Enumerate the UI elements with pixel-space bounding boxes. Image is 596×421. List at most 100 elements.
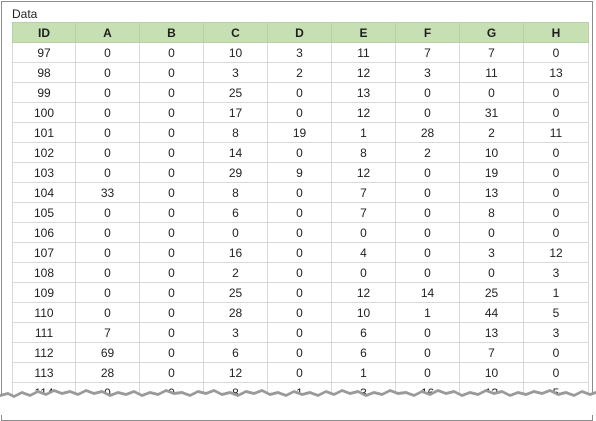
table-cell: 107 [12,242,76,263]
table-cell: 0 [267,242,332,263]
table-cell: 0 [267,202,332,223]
data-table: ID A B C D E F G H 97 0 0 10 3 11 7 7 0 98 0 0 3 2 12 3 11 13 99 0 0… [12,22,589,403]
table-cell: 3 [267,42,332,63]
table-cell: 0 [459,262,524,283]
table-cell: 8 [331,142,396,163]
table-row: 108 0 0 2 0 0 0 0 3 [12,262,589,283]
table-cell: 101 [12,122,76,143]
table-row: 99 0 0 25 0 13 0 0 0 [12,82,589,103]
table-cell: 0 [267,182,332,203]
table-cell: 0 [75,262,140,283]
header-row: ID A B C D E F G H [12,22,589,43]
table-cell: 1 [523,282,589,303]
table-cell: 0 [139,322,204,343]
table-cell: 0 [267,222,332,243]
table-cell: 0 [139,162,204,183]
table-cell: 0 [395,242,460,263]
table-cell: 28 [203,302,268,323]
table-cell: 13 [459,322,524,343]
table-cell: 0 [75,162,140,183]
table-cell: 0 [139,102,204,123]
table-row: 111 7 0 3 0 6 0 13 3 [12,322,589,343]
table-cell: 0 [75,122,140,143]
table-cell: 106 [12,222,76,243]
table-cell: 0 [75,142,140,163]
table-cell: 29 [203,162,268,183]
table-cell: 0 [203,222,268,243]
table-cell: 4 [331,242,396,263]
table-row: 107 0 0 16 0 4 0 3 12 [12,242,589,263]
table-row: 97 0 0 10 3 11 7 7 0 [12,42,589,63]
table-row: 104 33 0 8 0 7 0 13 0 [12,182,589,203]
table-row: 102 0 0 14 0 8 2 10 0 [12,142,589,163]
table-cell: 0 [267,142,332,163]
table-row: 109 0 0 25 0 12 14 25 1 [12,282,589,303]
table-cell: 12 [331,102,396,123]
table-cell: 0 [267,82,332,103]
table-cell: 0 [75,242,140,263]
table-cell: 6 [331,322,396,343]
table-cell: 12 [523,242,589,263]
table-cell: 98 [12,62,76,83]
table-cell: 0 [139,282,204,303]
table-cell: 5 [523,302,589,323]
column-header-f: F [395,22,460,43]
table-cell: 0 [267,262,332,283]
table-cell: 0 [75,62,140,83]
table-cell: 3 [203,322,268,343]
table-cell: 103 [12,162,76,183]
column-header-h: H [523,22,589,43]
table-cell: 7 [395,42,460,63]
table-cell: 0 [139,42,204,63]
table-cell: 14 [395,282,460,303]
table-cell: 0 [139,82,204,103]
table-cell: 2 [267,62,332,83]
table-cell: 0 [523,102,589,123]
table-cell: 0 [523,342,589,363]
table-cell: 111 [12,322,76,343]
table-cell: 105 [12,202,76,223]
column-header-a: A [75,22,140,43]
table-cell: 19 [459,162,524,183]
table-cell: 10 [459,142,524,163]
table-cell: 108 [12,262,76,283]
table-cell: 12 [331,162,396,183]
table-cell: 10 [331,302,396,323]
table-cell: 11 [459,62,524,83]
table-cell: 25 [203,282,268,303]
table-cell: 3 [459,242,524,263]
table-cell: 109 [12,282,76,303]
table-cell: 44 [459,302,524,323]
table-cell: 0 [267,282,332,303]
table-row: 106 0 0 0 0 0 0 0 0 [12,222,589,243]
table-cell: 100 [12,102,76,123]
table-cell: 97 [12,42,76,63]
table-cell: 0 [267,322,332,343]
table-cell: 0 [395,162,460,183]
table-cell: 110 [12,302,76,323]
table-row: 101 0 0 8 19 1 28 2 11 [12,122,589,143]
table-cell: 2 [395,142,460,163]
table-cell: 69 [75,342,140,363]
table-cell: 8 [203,122,268,143]
table-cell: 0 [459,82,524,103]
table-cell: 0 [139,342,204,363]
table-cell: 17 [203,102,268,123]
table-cell: 0 [139,262,204,283]
table-cell: 0 [523,42,589,63]
table-cell: 13 [459,182,524,203]
table-cell: 33 [75,182,140,203]
column-header-g: G [459,22,524,43]
table-cell: 19 [267,122,332,143]
table-cell: 0 [395,182,460,203]
table-cell: 16 [203,242,268,263]
column-header-e: E [331,22,396,43]
table-cell: 12 [331,62,396,83]
table-cell: 0 [267,302,332,323]
table-row: 105 0 0 6 0 7 0 8 0 [12,202,589,223]
column-header-b: B [139,22,204,43]
table-row: 103 0 0 29 9 12 0 19 0 [12,162,589,183]
table-cell: 0 [523,142,589,163]
table-cell: 0 [267,342,332,363]
table-cell: 3 [523,322,589,343]
